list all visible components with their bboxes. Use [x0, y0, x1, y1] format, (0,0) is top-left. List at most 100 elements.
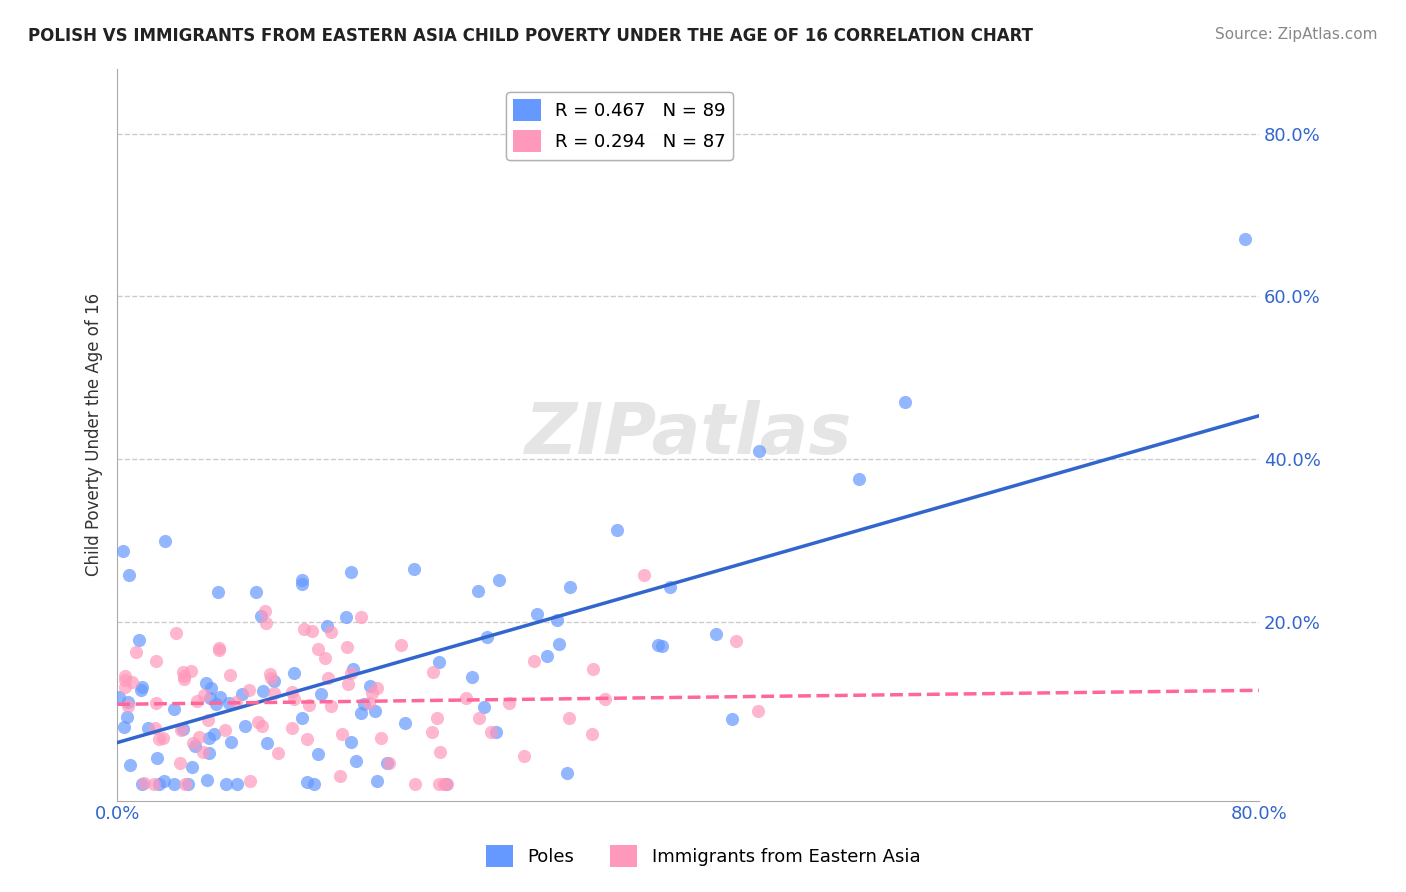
Point — [335, 609, 357, 624]
Point — [142, 777, 165, 791]
Point — [394, 716, 416, 731]
Point — [197, 714, 219, 728]
Point — [180, 664, 202, 678]
Point — [468, 711, 491, 725]
Point — [172, 665, 194, 679]
Point — [238, 774, 260, 789]
Point — [152, 731, 174, 745]
Point — [254, 615, 277, 630]
Point — [114, 681, 136, 695]
Point — [153, 534, 176, 549]
Text: ZIPatlas: ZIPatlas — [524, 401, 852, 469]
Point — [427, 777, 450, 791]
Point — [340, 666, 363, 681]
Point — [332, 727, 354, 741]
Point — [292, 622, 315, 636]
Point — [302, 777, 325, 791]
Point — [128, 633, 150, 648]
Point — [208, 641, 231, 656]
Point — [253, 604, 276, 618]
Point — [245, 584, 267, 599]
Point — [426, 710, 449, 724]
Point — [200, 681, 222, 696]
Point — [250, 609, 273, 624]
Point — [344, 754, 367, 768]
Point — [283, 665, 305, 680]
Point — [238, 683, 260, 698]
Point — [226, 777, 249, 791]
Point — [307, 747, 329, 761]
Legend: R = 0.467   N = 89, R = 0.294   N = 87: R = 0.467 N = 89, R = 0.294 N = 87 — [506, 92, 733, 160]
Point — [233, 719, 256, 733]
Point — [118, 758, 141, 772]
Point — [336, 676, 359, 690]
Point — [364, 705, 387, 719]
Point — [404, 777, 426, 791]
Point — [263, 685, 285, 699]
Point — [366, 773, 388, 788]
Point — [174, 777, 197, 791]
Point — [315, 618, 337, 632]
Point — [404, 561, 426, 575]
Point — [131, 680, 153, 694]
Point — [633, 567, 655, 582]
Point — [214, 723, 236, 737]
Point — [350, 706, 373, 720]
Point — [350, 610, 373, 624]
Point — [329, 769, 352, 783]
Point — [125, 645, 148, 659]
Point — [295, 731, 318, 746]
Point — [595, 692, 617, 706]
Y-axis label: Child Poverty Under the Age of 16: Child Poverty Under the Age of 16 — [86, 293, 103, 576]
Point — [117, 710, 139, 724]
Point — [218, 696, 240, 710]
Point — [370, 731, 392, 745]
Point — [188, 731, 211, 745]
Point — [436, 777, 458, 791]
Point — [252, 719, 274, 733]
Point — [181, 736, 204, 750]
Point — [582, 662, 605, 676]
Point — [513, 748, 536, 763]
Point — [280, 721, 302, 735]
Point — [488, 573, 510, 587]
Point — [198, 690, 221, 705]
Point — [172, 723, 194, 737]
Point — [429, 745, 451, 759]
Point — [342, 662, 364, 676]
Point — [163, 702, 186, 716]
Point — [266, 746, 288, 760]
Point — [198, 731, 221, 745]
Point — [314, 651, 336, 665]
Point — [112, 720, 135, 734]
Point — [319, 625, 342, 640]
Point — [145, 654, 167, 668]
Point — [360, 685, 382, 699]
Point — [177, 777, 200, 791]
Point — [114, 669, 136, 683]
Point — [725, 634, 748, 648]
Point — [359, 697, 381, 711]
Point — [148, 732, 170, 747]
Point — [194, 676, 217, 690]
Point — [353, 697, 375, 711]
Point — [259, 667, 281, 681]
Point — [145, 750, 167, 764]
Point — [117, 695, 139, 709]
Point — [252, 683, 274, 698]
Point — [263, 673, 285, 688]
Point — [283, 691, 305, 706]
Point — [117, 698, 139, 713]
Point — [231, 687, 253, 701]
Point — [173, 668, 195, 682]
Point — [165, 625, 187, 640]
Point — [291, 577, 314, 591]
Point — [173, 672, 195, 686]
Point — [193, 689, 215, 703]
Point — [526, 607, 548, 621]
Point — [219, 735, 242, 749]
Point — [548, 637, 571, 651]
Point — [606, 523, 628, 537]
Point — [474, 699, 496, 714]
Point — [132, 776, 155, 790]
